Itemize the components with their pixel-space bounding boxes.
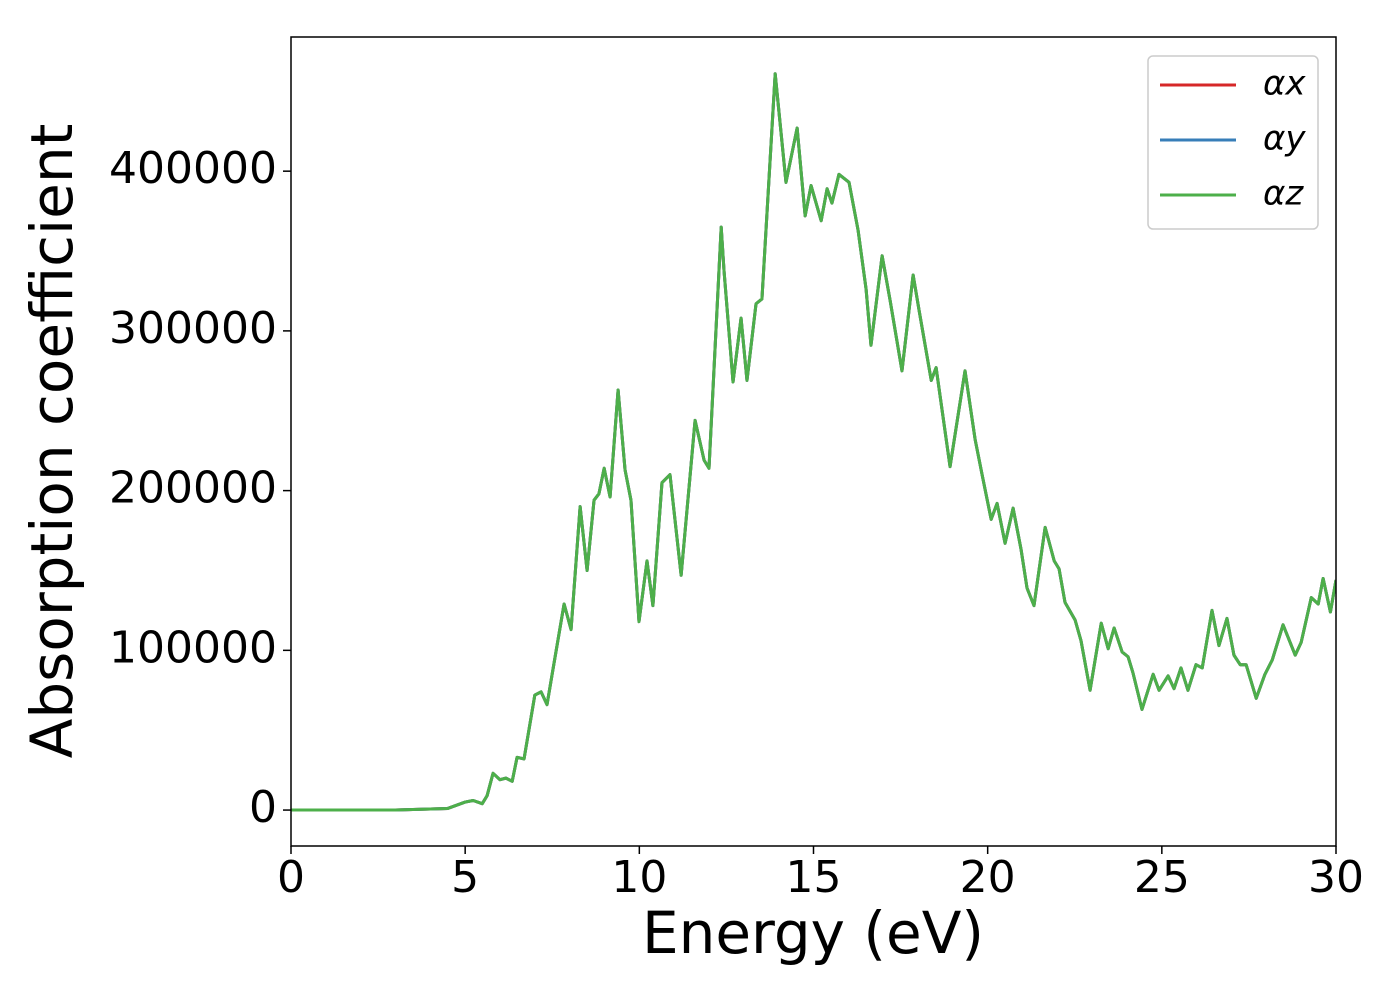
x-tick-label: 5	[451, 852, 479, 903]
x-axis-label: Energy (eV)	[642, 899, 984, 967]
y-tick-label: 200000	[109, 463, 277, 514]
legend-label: αz	[1263, 174, 1304, 214]
y-tick-label: 0	[249, 782, 277, 833]
y-tick-label: 300000	[109, 303, 277, 354]
data-line	[291, 72, 1336, 812]
x-tick-label: 30	[1308, 852, 1364, 903]
x-tick-label: 0	[277, 852, 305, 903]
x-tick-label: 25	[1134, 852, 1190, 903]
y-tick-label: 100000	[109, 622, 277, 673]
x-tick-label: 10	[611, 852, 667, 903]
legend-label: αy	[1263, 119, 1306, 159]
y-axis-label: Absorption coefficient	[18, 124, 86, 759]
x-tick-label: 20	[960, 852, 1016, 903]
legend-box	[1147, 55, 1319, 230]
plot-frame	[290, 36, 1337, 847]
legend-label: αx	[1263, 64, 1306, 104]
x-tick-label: 15	[786, 852, 842, 903]
y-tick-label: 400000	[109, 143, 277, 194]
